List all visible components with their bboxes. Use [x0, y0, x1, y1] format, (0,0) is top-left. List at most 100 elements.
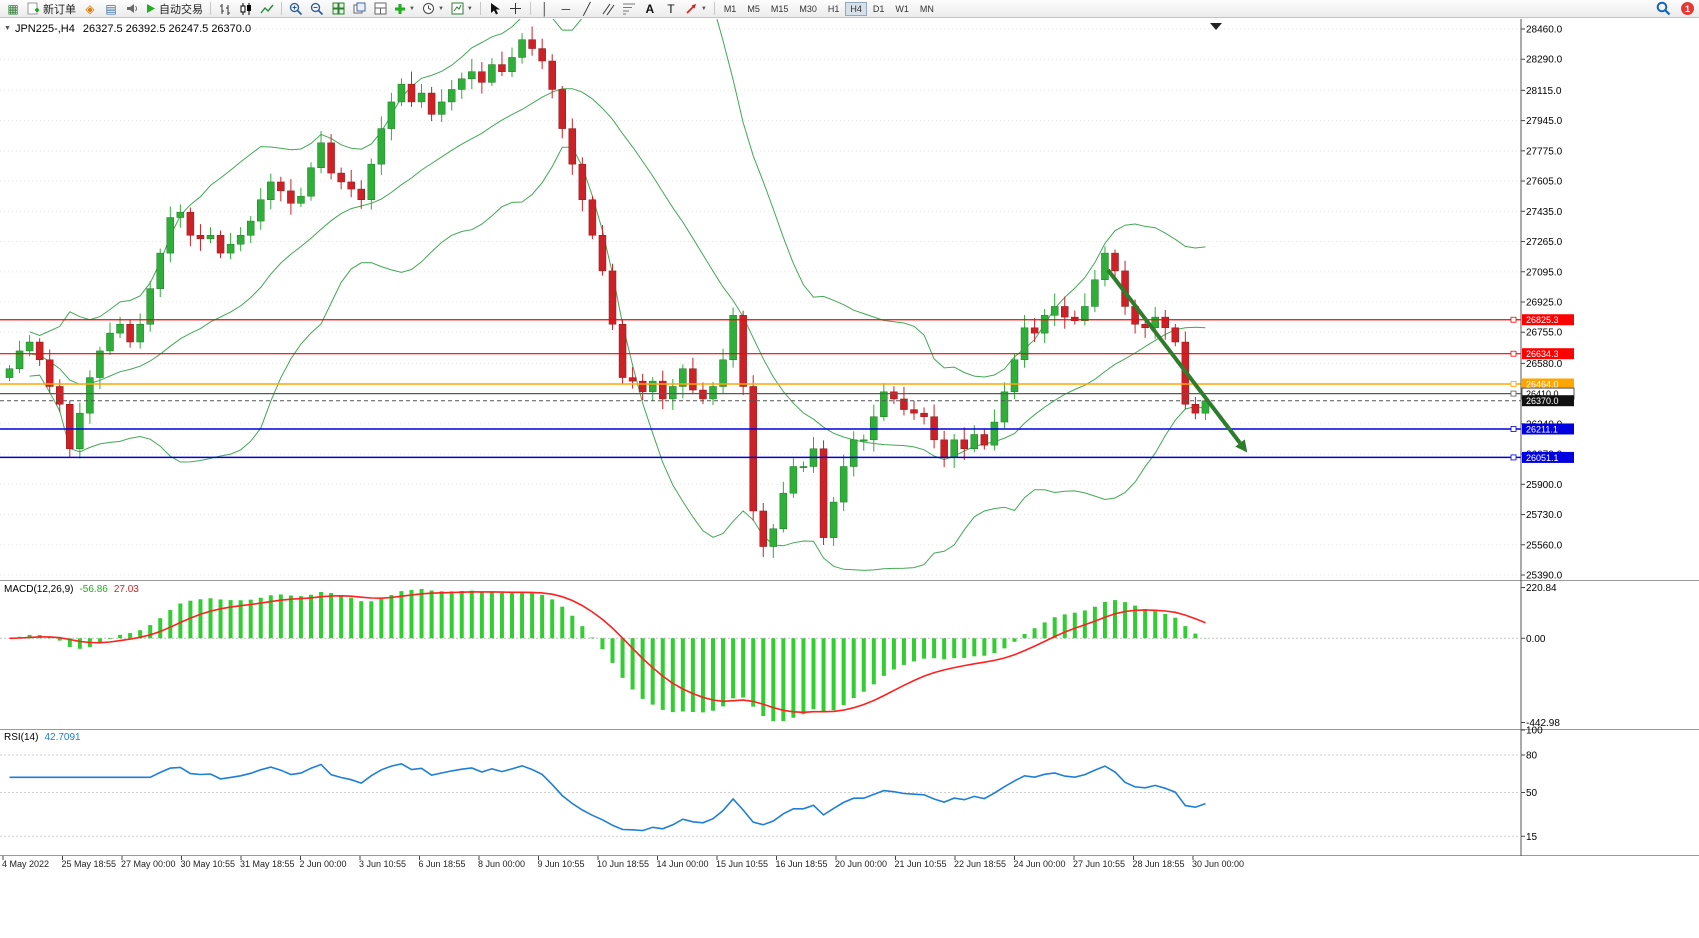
horizontal-line-button[interactable]: ─ [556, 1, 576, 17]
svg-text:25390.0: 25390.0 [1526, 571, 1563, 582]
templates-button[interactable]: ▼ [448, 1, 476, 17]
horizontal-line-icon: ─ [561, 1, 571, 16]
compass-icon: ◈ [85, 1, 95, 16]
toolbar-separator [210, 2, 211, 15]
svg-text:-442.98: -442.98 [1526, 718, 1560, 729]
svg-text:28115.0: 28115.0 [1526, 86, 1562, 97]
search-icon [1656, 1, 1671, 16]
timeframe-h4-button[interactable]: H4 [845, 1, 867, 16]
auto-trading-label: 自动交易 [159, 3, 203, 16]
svg-text:25730.0: 25730.0 [1526, 510, 1563, 521]
svg-text:28 Jun 18:55: 28 Jun 18:55 [1133, 859, 1185, 869]
sound-alert-button[interactable] [122, 1, 142, 17]
toolbar-separator [529, 2, 531, 15]
macd-histogram [17, 589, 1208, 721]
line-chart-icon [260, 4, 274, 13]
text-button[interactable]: A [640, 1, 660, 17]
compass-button[interactable]: ◈ [80, 1, 100, 17]
crosshair-button[interactable] [506, 1, 526, 17]
svg-text:80: 80 [1526, 751, 1538, 762]
indicators-button[interactable]: ▼ [391, 1, 418, 17]
timeframe-group: M1 M5 M15 M30 H1 H4 D1 W1 MN [719, 1, 939, 16]
svg-text:3 Jun 10:55: 3 Jun 10:55 [359, 859, 406, 869]
rsi-line [9, 762, 1206, 832]
svg-text:100: 100 [1526, 726, 1543, 737]
svg-text:15: 15 [1526, 832, 1538, 843]
timeframe-m30-button[interactable]: M30 [794, 2, 822, 16]
chart-shift-marker[interactable] [1210, 23, 1222, 30]
vertical-line-button[interactable]: │ [535, 1, 555, 17]
zoom-in-icon [289, 2, 303, 15]
horizontal-line[interactable]: 26825.3 [0, 314, 1574, 326]
arrows-tool-button[interactable]: ▼ [682, 1, 710, 17]
timeframe-m1-button[interactable]: M1 [719, 2, 742, 16]
horizontal-line[interactable]: 26211.1 [0, 423, 1574, 435]
svg-text:30 Jun 00:00: 30 Jun 00:00 [1192, 859, 1244, 869]
zoom-out-button[interactable] [307, 1, 327, 17]
timeframe-m15-button[interactable]: M15 [766, 2, 794, 16]
tile-windows-button[interactable] [328, 1, 348, 17]
fibonacci-button[interactable] [619, 1, 639, 17]
charts-grid-button[interactable]: ▦ [3, 1, 23, 17]
svg-text:27605.0: 27605.0 [1526, 177, 1563, 188]
svg-text:26464.0: 26464.0 [1526, 379, 1559, 389]
trendline-button[interactable]: ╱ [577, 1, 597, 17]
timeframe-mn-button[interactable]: MN [915, 2, 939, 16]
timeframe-m5-button[interactable]: M5 [742, 2, 765, 16]
trendline-icon: ╱ [583, 1, 591, 16]
svg-text:15 Jun 10:55: 15 Jun 10:55 [716, 859, 768, 869]
cascade-windows-icon [353, 2, 365, 14]
svg-text:10 Jun 18:55: 10 Jun 18:55 [597, 859, 649, 869]
svg-text:26410.0: 26410.0 [1526, 389, 1559, 399]
new-order-button[interactable]: 新订单 [24, 1, 79, 17]
svg-text:6 Jun 18:55: 6 Jun 18:55 [419, 859, 466, 869]
arrange-icon [374, 2, 386, 15]
toolbar-separator [281, 2, 282, 15]
candlestick-chart-button[interactable] [236, 1, 256, 17]
line-chart-button[interactable] [257, 1, 277, 17]
svg-text:0.00: 0.00 [1526, 634, 1546, 645]
horizontal-line[interactable]: 26464.0 [0, 378, 1574, 390]
svg-text:9 Jun 10:55: 9 Jun 10:55 [538, 859, 585, 869]
timeframe-d1-button[interactable]: D1 [868, 2, 890, 16]
notification-badge[interactable]: 1 [1681, 2, 1694, 15]
periods-button[interactable]: ▼ [419, 1, 447, 17]
symbol-period-label: JPN225-,H4 [14, 23, 75, 35]
ohlc-values: 26327.5 26392.5 26247.5 26370.0 [82, 23, 252, 35]
svg-text:27095.0: 27095.0 [1526, 267, 1563, 278]
search-button[interactable] [1653, 1, 1674, 17]
cursor-button[interactable] [485, 1, 505, 17]
svg-text:27775.0: 27775.0 [1526, 146, 1563, 157]
data-window-button[interactable]: ▤ [101, 1, 121, 17]
auto-arrange-button[interactable] [370, 1, 390, 17]
crosshair-icon [510, 3, 522, 14]
channel-button[interactable] [598, 1, 618, 17]
bollinger-bands [29, 19, 1206, 571]
rsi-name: RSI(14) [4, 732, 39, 743]
dropdown-caret-icon: ▼ [700, 5, 707, 12]
timeframe-w1-button[interactable]: W1 [890, 2, 914, 16]
tile-windows-icon [332, 2, 344, 15]
arrow-tool-icon [686, 4, 696, 14]
macd-axis: 220.84 0.00 -442.98 [1521, 583, 1560, 729]
arrange-windows-button[interactable] [349, 1, 369, 17]
horizontal-line[interactable]: 26410.0 [0, 387, 1575, 400]
trend-arrow[interactable] [1106, 268, 1248, 453]
svg-text:26211.1: 26211.1 [1526, 424, 1558, 434]
bar-chart-button[interactable] [215, 1, 235, 17]
label-button[interactable]: T [661, 1, 681, 17]
svg-text:27435.0: 27435.0 [1526, 207, 1563, 218]
svg-text:50: 50 [1526, 788, 1538, 799]
svg-text:24 Jun 00:00: 24 Jun 00:00 [1014, 859, 1066, 869]
toolbar-separator [479, 2, 481, 15]
timeframe-h1-button[interactable]: H1 [823, 2, 845, 16]
indicators-plus-icon [395, 3, 405, 14]
zoom-in-button[interactable] [286, 1, 306, 17]
symbol-dropdown-icon[interactable]: ▼ [4, 25, 11, 32]
horizontal-line[interactable]: 26634.3 [0, 348, 1574, 360]
new-order-icon [27, 2, 39, 15]
auto-trading-button[interactable]: 自动交易 [143, 1, 206, 17]
horizontal-line[interactable]: 26051.1 [0, 451, 1574, 463]
